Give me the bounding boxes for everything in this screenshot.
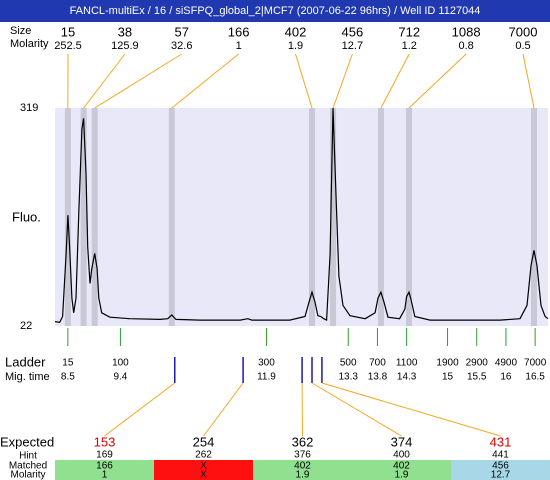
peak-connector bbox=[83, 53, 126, 109]
matched-molarity: X bbox=[200, 470, 207, 480]
mig-time-label: Mig. time bbox=[5, 371, 50, 383]
ladder-time: 9.4 bbox=[113, 372, 127, 383]
expected-molarity-label: Molarity bbox=[10, 470, 45, 480]
peak-size: 57 bbox=[175, 24, 189, 39]
ladder-size: 300 bbox=[258, 358, 275, 369]
expected-label: Expected bbox=[0, 434, 54, 449]
ladder-time: 16.5 bbox=[525, 372, 545, 383]
hint-label: Hint bbox=[19, 451, 37, 462]
ladder-time: 15.5 bbox=[467, 372, 487, 383]
matched: 456 bbox=[492, 461, 509, 472]
expected-value: 254 bbox=[193, 434, 215, 449]
peak-size: 402 bbox=[285, 24, 307, 39]
expected-value: 431 bbox=[490, 434, 512, 449]
ladder-time: 13.3 bbox=[338, 372, 358, 383]
peak-connector bbox=[171, 53, 239, 109]
expected-connector bbox=[311, 382, 402, 437]
hint: 169 bbox=[96, 450, 113, 461]
peak-connector bbox=[408, 53, 467, 109]
peak-connector bbox=[380, 53, 410, 109]
ladder-size: 500 bbox=[340, 358, 357, 369]
ladder-time: 13.8 bbox=[368, 372, 388, 383]
expected-value: 374 bbox=[391, 434, 413, 449]
matched-molarity: 12.7 bbox=[491, 470, 511, 480]
ladder-size: 2900 bbox=[466, 358, 489, 369]
peak-size: 456 bbox=[342, 24, 364, 39]
peak-molarity: 0.5 bbox=[515, 40, 530, 52]
matched: 402 bbox=[393, 461, 410, 472]
peak-band bbox=[530, 108, 537, 326]
match-cell bbox=[253, 460, 352, 480]
hint: 400 bbox=[393, 450, 410, 461]
matched-molarity: 1.9 bbox=[395, 470, 409, 480]
peak-size: 15 bbox=[61, 24, 75, 39]
expected-connector bbox=[203, 382, 244, 437]
peak-band bbox=[330, 108, 337, 326]
ladder-size: 700 bbox=[369, 358, 386, 369]
ladder-size: 15 bbox=[62, 358, 74, 369]
match-cell bbox=[154, 460, 253, 480]
matched: X bbox=[200, 461, 207, 472]
ladder-time: 15 bbox=[442, 372, 454, 383]
peak-band bbox=[405, 108, 412, 326]
ladder-size: 100 bbox=[112, 358, 129, 369]
matched-label: Matched bbox=[9, 461, 47, 472]
peak-band bbox=[91, 108, 98, 326]
peak-band bbox=[80, 108, 87, 326]
ladder-size: 7000 bbox=[524, 358, 547, 369]
matched-molarity: 1.9 bbox=[296, 470, 310, 480]
hint: 262 bbox=[195, 450, 212, 461]
peak-size: 1088 bbox=[452, 24, 481, 39]
peak-size: 166 bbox=[228, 24, 250, 39]
ladder-time: 11.9 bbox=[257, 372, 276, 383]
peak-molarity: 252.5 bbox=[54, 40, 82, 52]
ladder-time: 16 bbox=[500, 372, 512, 383]
peak-molarity: 1.9 bbox=[288, 40, 303, 52]
hint: 441 bbox=[492, 450, 509, 461]
match-cell bbox=[55, 460, 154, 480]
ladder-size: 1100 bbox=[396, 358, 418, 369]
peak-size: 7000 bbox=[509, 24, 538, 39]
peak-molarity: 125.9 bbox=[111, 40, 139, 52]
title-bar bbox=[0, 0, 550, 22]
peak-connector bbox=[522, 53, 535, 109]
peak-band bbox=[309, 108, 316, 326]
peak-molarity: 0.8 bbox=[458, 40, 473, 52]
peak-connector bbox=[94, 53, 183, 109]
peak-band bbox=[168, 108, 175, 326]
match-cell bbox=[451, 460, 550, 480]
matched: 166 bbox=[96, 461, 113, 472]
matched-molarity: 1 bbox=[102, 470, 108, 480]
matched: 402 bbox=[294, 461, 311, 472]
y-label: Fluo. bbox=[12, 209, 41, 224]
peak-molarity: 1.2 bbox=[402, 40, 417, 52]
y-tick-label: 22 bbox=[20, 320, 32, 332]
plot-area bbox=[55, 108, 548, 326]
title: FANCL-multiEx / 16 / siSFPQ_global_2|MCF… bbox=[70, 5, 481, 17]
peak-molarity: 1 bbox=[236, 40, 242, 52]
peak-connector bbox=[295, 53, 313, 109]
expected-value: 153 bbox=[94, 434, 116, 449]
ladder-label: Ladder bbox=[5, 354, 46, 369]
ladder-size: 4900 bbox=[495, 358, 518, 369]
ladder-time: 14.3 bbox=[397, 372, 417, 383]
match-cell bbox=[352, 460, 451, 480]
expected-value: 362 bbox=[292, 434, 314, 449]
peak-connector bbox=[332, 53, 353, 109]
size-label: Size bbox=[10, 25, 31, 37]
y-tick-label: 319 bbox=[20, 102, 38, 114]
peak-size: 38 bbox=[118, 24, 132, 39]
molarity-label: Molarity bbox=[10, 38, 49, 50]
hint: 376 bbox=[294, 450, 311, 461]
peak-band bbox=[377, 108, 384, 326]
ladder-size: 1900 bbox=[436, 358, 459, 369]
ladder-time: 8.5 bbox=[61, 372, 75, 383]
trace bbox=[54, 107, 549, 323]
expected-connector bbox=[321, 382, 501, 437]
peak-molarity: 12.7 bbox=[342, 40, 363, 52]
peak-molarity: 32.6 bbox=[171, 40, 192, 52]
peak-size: 712 bbox=[398, 24, 420, 39]
expected-connector bbox=[104, 382, 176, 437]
